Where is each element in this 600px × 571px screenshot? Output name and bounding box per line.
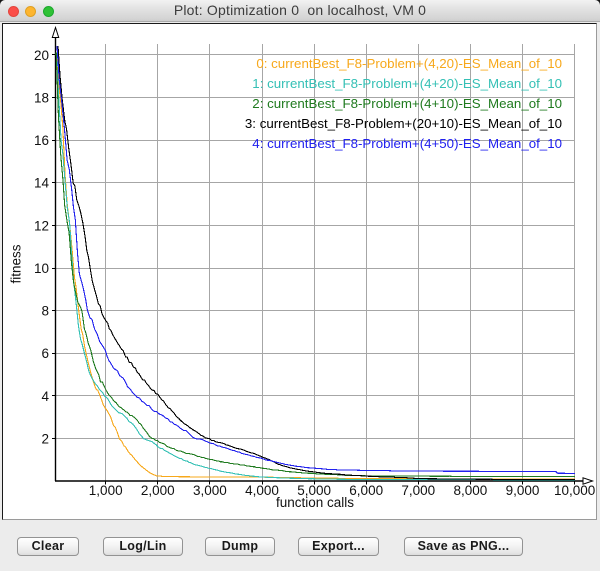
svg-text:7,000: 7,000 <box>401 483 435 498</box>
svg-text:0: currentBest_F8-Problem+(4,2: 0: currentBest_F8-Problem+(4,20)-ES_Mean… <box>256 56 562 71</box>
svg-text:12: 12 <box>34 218 49 233</box>
svg-text:5,000: 5,000 <box>297 483 331 498</box>
svg-text:10: 10 <box>34 261 49 276</box>
svg-text:3,000: 3,000 <box>193 483 227 498</box>
svg-text:9,000: 9,000 <box>506 483 540 498</box>
svg-text:3: currentBest_F8-Problem+(20+: 3: currentBest_F8-Problem+(20+10)-ES_Mea… <box>245 116 562 131</box>
svg-text:8: 8 <box>41 304 49 319</box>
svg-text:fitness: fitness <box>8 244 23 283</box>
svg-text:8,000: 8,000 <box>454 483 488 498</box>
svg-text:1: currentBest_F8-Problem+(4+2: 1: currentBest_F8-Problem+(4+20)-ES_Mean… <box>252 76 562 91</box>
svg-text:2,000: 2,000 <box>141 483 175 498</box>
svg-text:1,000: 1,000 <box>89 483 123 498</box>
svg-text:2: 2 <box>41 431 49 446</box>
svg-text:14: 14 <box>34 176 50 191</box>
svg-text:20: 20 <box>34 48 49 63</box>
svg-text:4: 4 <box>41 389 49 404</box>
svg-text:18: 18 <box>34 90 49 105</box>
svg-text:10,000: 10,000 <box>554 483 595 498</box>
svg-text:2: currentBest_F8-Problem+(4+1: 2: currentBest_F8-Problem+(4+10)-ES_Mean… <box>252 96 562 111</box>
svg-text:4,000: 4,000 <box>245 483 279 498</box>
svg-text:function calls: function calls <box>276 495 354 510</box>
svg-text:6,000: 6,000 <box>349 483 383 498</box>
svg-text:4: currentBest_F8-Problem+(4+5: 4: currentBest_F8-Problem+(4+50)-ES_Mean… <box>252 136 562 151</box>
svg-text:16: 16 <box>34 133 49 148</box>
svg-text:6: 6 <box>41 346 49 361</box>
